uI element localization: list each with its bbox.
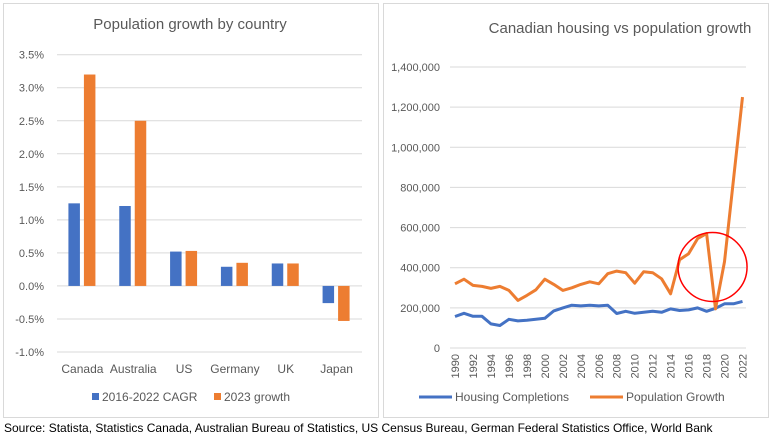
legend-label-cagr: 2016-2022 CAGR [102,390,198,404]
x-tick-label: 1990 [450,354,462,378]
y-tick-label: 600,000 [400,223,440,235]
y-tick-label: 3.5% [19,50,44,62]
x-tick-label: Germany [210,362,259,376]
left-y-axis-ticks: -1.0% -0.5% 0.0% 0.5% 1.0% 1.5% 2.0% 2.5% 3.0% 3.… [15,50,44,359]
y-tick-label: 0.5% [19,248,44,260]
bar-australia-2023 [134,120,147,286]
legend-label-population: Population Growth [626,390,725,404]
y-tick-label: 1,000,000 [391,142,440,154]
y-tick-label: 200,000 [400,303,440,315]
y-tick-label: 400,000 [400,263,440,275]
y-tick-label: 3.0% [19,83,44,95]
x-tick-label: 2008 [612,354,624,378]
line-population-growth [454,96,744,311]
bar-germany-2023 [236,262,248,286]
x-tick-label: 2020 [720,354,732,378]
y-tick-label: 1.0% [19,215,44,227]
bar-australia-cagr [119,205,131,286]
y-tick-label: 1.5% [19,182,44,194]
bar-us-2023 [185,250,198,286]
y-tick-label: 0 [434,343,440,355]
x-tick-label: 2006 [594,354,606,378]
left-x-axis-ticks: Canada Australia US Germany UK Japan [61,362,353,376]
x-tick-label: Japan [320,362,353,376]
y-tick-label: -1.0% [15,347,44,359]
x-tick-label: 2016 [684,354,696,378]
legend-swatch-2023 [214,393,221,400]
x-tick-label: 2010 [630,354,642,378]
highlight-circle [677,231,748,303]
x-tick-label: 1996 [504,354,516,378]
legend-label-housing: Housing Completions [455,390,569,404]
y-tick-label: 0.0% [19,281,44,293]
x-tick-label: 1994 [486,354,498,378]
right-x-axis-ticks: 1990 1992 1994 1996 1998 2000 2002 2004 2006 2008… [450,354,750,378]
right-legend: Housing Completions Population Growth [419,390,725,404]
right-chart-title: Canadian housing vs population growth [489,20,752,37]
x-tick-label: 2018 [702,354,714,378]
x-tick-label: US [176,362,193,376]
y-tick-label: 1,400,000 [391,62,440,74]
x-tick-label: 1998 [522,354,534,378]
source-note: Source: Statista, Statistics Canada, Aus… [4,421,713,435]
x-tick-label: 2000 [540,354,552,378]
x-tick-label: Canada [61,362,103,376]
legend-swatch-cagr [92,393,99,400]
left-panel-border [3,3,379,418]
left-chart-title: Population growth by country [93,16,287,33]
bar-canada-cagr [68,203,80,286]
right-y-axis-ticks: 0 200,000 400,000 600,000 800,000 1,000,000 1,… [391,62,440,355]
legend-label-2023: 2023 growth [224,390,290,404]
bar-japan-cagr [322,285,335,304]
bar-us-cagr [170,251,182,286]
left-gridlines [57,54,362,353]
y-tick-label: 2.5% [19,116,44,128]
left-bars [68,74,350,321]
bar-germany-cagr [220,266,233,286]
x-tick-label: 1992 [468,354,480,378]
bar-uk-2023 [287,263,299,286]
x-tick-label: 2012 [648,354,660,378]
x-tick-label: 2002 [558,354,570,378]
y-tick-label: -0.5% [15,314,44,326]
bar-japan-2023 [338,285,350,321]
y-tick-label: 1,200,000 [391,102,440,114]
right-lines [454,96,748,327]
x-tick-label: Australia [110,362,157,376]
bar-canada-2023 [83,74,96,286]
x-tick-label: 2022 [738,354,750,378]
line-housing-completions [454,299,743,327]
x-tick-label: 2004 [576,354,588,378]
left-legend: 2016-2022 CAGR 2023 growth [92,390,290,404]
y-tick-label: 800,000 [400,182,440,194]
x-tick-label: 2014 [666,354,678,378]
y-tick-label: 2.0% [19,149,44,161]
x-tick-label: UK [277,362,294,376]
bar-uk-cagr [271,263,284,286]
